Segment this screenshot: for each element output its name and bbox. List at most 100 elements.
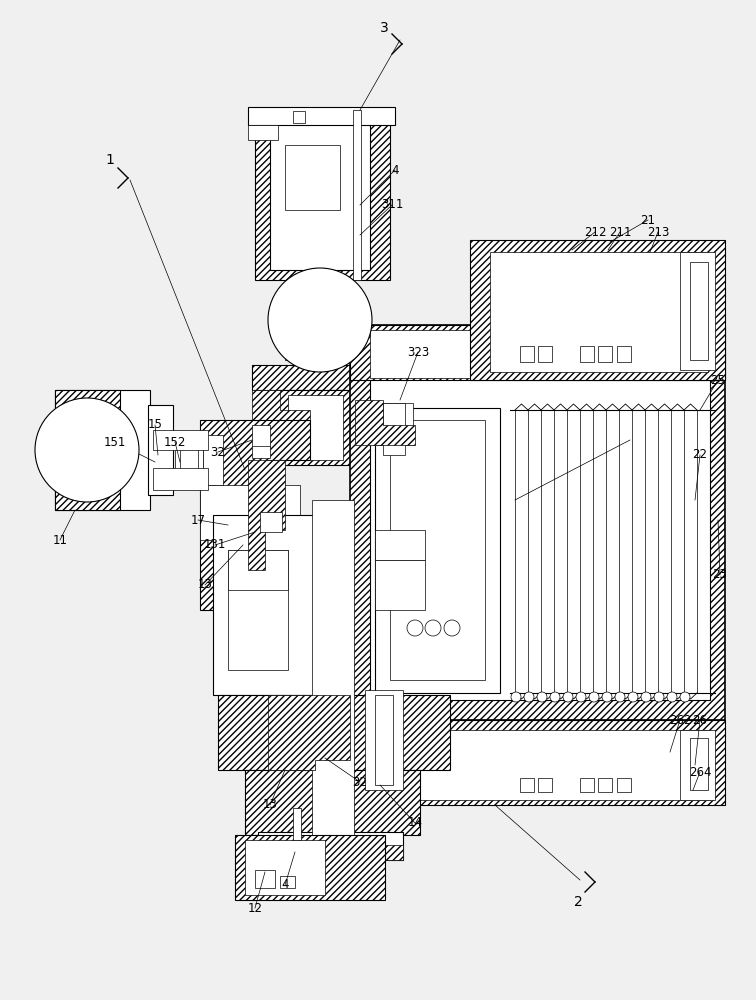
Bar — [617, 778, 631, 792]
Circle shape — [444, 620, 460, 636]
Polygon shape — [200, 420, 310, 610]
Text: 4: 4 — [392, 163, 398, 176]
Circle shape — [589, 692, 599, 702]
Text: 211: 211 — [609, 226, 631, 238]
Circle shape — [550, 692, 560, 702]
Bar — [288, 395, 343, 460]
Polygon shape — [252, 390, 310, 430]
Bar — [228, 550, 288, 670]
Bar — [375, 530, 425, 560]
Polygon shape — [268, 695, 350, 770]
Text: 2: 2 — [574, 895, 582, 909]
Bar — [690, 738, 708, 790]
Circle shape — [511, 692, 521, 702]
Polygon shape — [55, 390, 120, 510]
Bar — [260, 512, 282, 532]
Bar — [285, 145, 340, 210]
Bar — [598, 346, 612, 362]
Polygon shape — [248, 460, 285, 570]
Circle shape — [524, 692, 534, 702]
Bar — [200, 485, 300, 540]
Bar — [680, 252, 715, 370]
Bar — [248, 125, 278, 140]
Text: 3: 3 — [380, 21, 389, 35]
Text: 32: 32 — [352, 776, 367, 788]
Circle shape — [641, 692, 651, 702]
Bar — [370, 730, 710, 800]
Bar — [203, 435, 223, 485]
Bar — [55, 390, 150, 510]
Polygon shape — [470, 240, 725, 380]
Polygon shape — [275, 390, 355, 465]
Text: 14: 14 — [407, 816, 423, 830]
Bar — [258, 832, 403, 860]
Text: 12: 12 — [247, 902, 262, 914]
Text: 212: 212 — [584, 226, 606, 238]
Bar — [213, 515, 351, 695]
Circle shape — [35, 398, 139, 502]
Bar — [252, 425, 270, 447]
Text: 22: 22 — [692, 448, 708, 462]
Bar — [580, 346, 594, 362]
Bar — [180, 440, 198, 480]
Bar — [228, 550, 288, 590]
Bar — [293, 738, 311, 760]
Polygon shape — [245, 770, 420, 835]
Circle shape — [680, 692, 690, 702]
Polygon shape — [350, 325, 725, 380]
Polygon shape — [218, 695, 450, 770]
Bar — [153, 430, 208, 450]
Text: 264: 264 — [689, 766, 711, 778]
Bar — [293, 111, 305, 123]
Text: 26: 26 — [692, 714, 708, 726]
Polygon shape — [350, 325, 725, 720]
Text: 11: 11 — [52, 534, 67, 546]
Bar — [255, 870, 275, 888]
Text: 151: 151 — [104, 436, 126, 448]
Bar — [248, 107, 395, 125]
Bar — [680, 730, 715, 800]
Circle shape — [667, 692, 677, 702]
Polygon shape — [258, 845, 403, 860]
Bar — [252, 446, 270, 458]
Bar — [245, 840, 325, 895]
Bar — [365, 690, 403, 790]
Text: 15: 15 — [147, 418, 163, 432]
Circle shape — [576, 692, 586, 702]
Bar — [690, 262, 708, 360]
Bar — [598, 778, 612, 792]
Bar — [375, 695, 393, 785]
Bar — [538, 346, 552, 362]
Circle shape — [563, 692, 573, 702]
Text: 32: 32 — [211, 446, 225, 458]
Bar — [520, 346, 534, 362]
Bar — [490, 252, 708, 372]
Polygon shape — [235, 835, 385, 900]
Text: 323: 323 — [407, 346, 429, 359]
Polygon shape — [355, 400, 415, 445]
Text: 1: 1 — [106, 153, 114, 167]
Circle shape — [628, 692, 638, 702]
Text: 13: 13 — [262, 798, 277, 812]
Bar — [390, 420, 485, 680]
Bar — [280, 876, 295, 888]
Text: 17: 17 — [191, 514, 206, 526]
Circle shape — [654, 692, 664, 702]
Bar — [375, 560, 425, 610]
Polygon shape — [255, 110, 390, 280]
Text: 13: 13 — [197, 578, 212, 591]
Text: 262: 262 — [669, 714, 691, 726]
Circle shape — [537, 692, 547, 702]
Text: 23: 23 — [713, 568, 727, 582]
Text: 131: 131 — [204, 538, 226, 552]
Text: 311: 311 — [381, 198, 403, 212]
Bar — [580, 778, 594, 792]
Text: 213: 213 — [647, 226, 669, 238]
Circle shape — [407, 620, 423, 636]
Circle shape — [425, 620, 441, 636]
Bar — [148, 405, 173, 495]
Circle shape — [602, 692, 612, 702]
Bar — [153, 468, 208, 490]
Bar — [312, 500, 354, 860]
Bar — [520, 778, 534, 792]
